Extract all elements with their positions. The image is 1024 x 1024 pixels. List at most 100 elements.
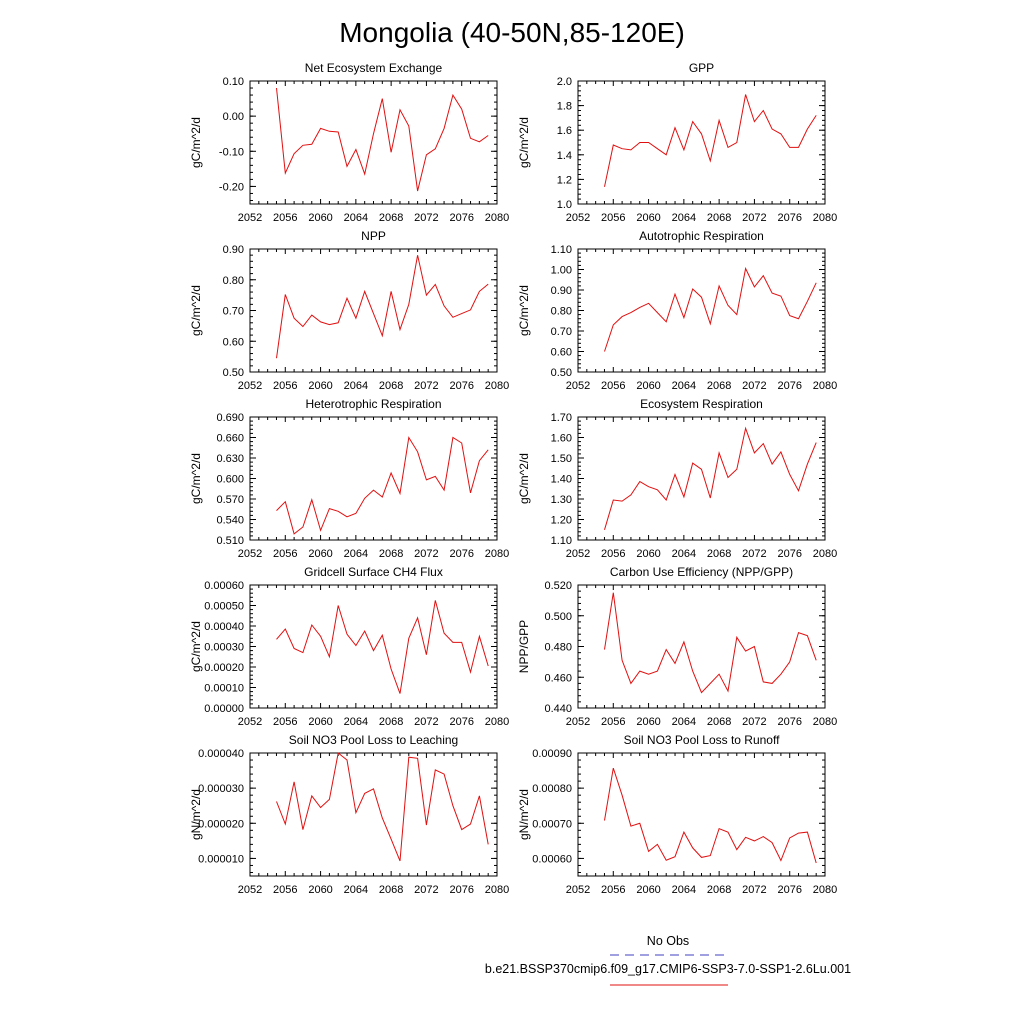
x-tick-label: 2080 (485, 716, 509, 728)
x-tick-label: 2068 (707, 716, 731, 728)
series-line (604, 94, 817, 187)
x-tick-label: 2056 (273, 212, 297, 224)
x-tick-label: 2056 (601, 716, 625, 728)
y-tick-label: 0.540 (216, 515, 244, 527)
x-tick-label: 2072 (414, 380, 438, 392)
x-tick-label: 2064 (672, 380, 696, 392)
series-line (604, 592, 817, 694)
x-tick-label: 2064 (672, 212, 696, 224)
x-tick-label: 2052 (238, 380, 262, 392)
x-tick-label: 2080 (485, 380, 509, 392)
y-tick-label: 1.40 (551, 474, 572, 486)
y-tick-label: 0.50 (223, 367, 244, 379)
y-axis-label: gN/m^2/d (517, 789, 531, 840)
x-tick-label: 2060 (308, 548, 332, 560)
y-tick-label: 0.600 (216, 474, 244, 486)
panel-8: Soil NO3 Pool Loss to Leaching 2052 2056 20… (189, 733, 509, 896)
x-tick-label: 2068 (379, 212, 403, 224)
x-tick-label: 2080 (813, 380, 837, 392)
x-tick-label: 2080 (485, 212, 509, 224)
x-tick-label: 2076 (449, 380, 473, 392)
panel-7: Carbon Use Efficiency (NPP/GPP) 2052 2056 2… (517, 565, 837, 728)
x-tick-label: 2060 (636, 380, 660, 392)
y-tick-label: -0.10 (219, 146, 244, 158)
x-tick-label: 2052 (238, 548, 262, 560)
plot-frame (577, 248, 826, 373)
panel-2: NPP 2052 2056 2060 2064 2068 2072 2076 2080 0.50 0… (189, 229, 509, 392)
x-tick-label: 2068 (379, 548, 403, 560)
series-line (276, 752, 489, 862)
x-tick-label: 2056 (601, 548, 625, 560)
series-line (604, 266, 817, 352)
y-tick-label: 0.90 (551, 285, 572, 297)
y-axis-label: gN/m^2/d (189, 789, 203, 840)
x-tick-label: 2072 (742, 212, 766, 224)
x-tick-label: 2056 (601, 884, 625, 896)
legend-label-no-obs: No Obs (647, 934, 689, 948)
y-tick-label: 0.000020 (198, 818, 244, 830)
y-tick-label: 0.510 (216, 535, 244, 547)
x-tick-label: 2060 (636, 716, 660, 728)
x-tick-label: 2052 (566, 716, 590, 728)
y-tick-label: 1.0 (557, 199, 572, 211)
panel-title: Net Ecosystem Exchange (305, 61, 443, 75)
x-tick-label: 2056 (601, 380, 625, 392)
y-tick-label: 0.500 (544, 611, 572, 623)
x-tick-label: 2068 (707, 884, 731, 896)
y-tick-label: 0.000040 (198, 748, 244, 760)
x-tick-label: 2072 (742, 716, 766, 728)
x-tick-label: 2076 (777, 884, 801, 896)
y-axis-label: gC/m^2/d (517, 117, 531, 168)
panel-title: NPP (361, 229, 386, 243)
x-tick-label: 2072 (414, 716, 438, 728)
panel-4: Heterotrophic Respiration 2052 2056 2060 206… (189, 397, 509, 560)
y-tick-label: 1.00 (551, 265, 572, 277)
y-tick-label: 1.8 (557, 101, 572, 113)
y-tick-label: 1.20 (551, 515, 572, 527)
panel-title: Ecosystem Respiration (640, 397, 763, 411)
panel-3: Autotrophic Respiration 2052 2056 2060 2064 2… (517, 229, 837, 392)
y-tick-label: 0.80 (223, 275, 244, 287)
y-tick-label: -0.20 (219, 181, 244, 193)
x-tick-label: 2056 (273, 716, 297, 728)
y-tick-label: 0.460 (544, 672, 572, 684)
y-tick-label: 0.70 (223, 306, 244, 318)
x-tick-label: 2080 (813, 212, 837, 224)
x-tick-label: 2052 (238, 212, 262, 224)
y-tick-label: 0.50 (551, 367, 572, 379)
x-tick-label: 2080 (813, 884, 837, 896)
x-tick-label: 2064 (344, 380, 368, 392)
x-tick-label: 2056 (273, 884, 297, 896)
y-tick-label: 0.00050 (204, 601, 244, 613)
x-tick-label: 2072 (414, 884, 438, 896)
panel-title: Autotrophic Respiration (639, 229, 764, 243)
series-line (604, 426, 817, 530)
panel-title: Soil NO3 Pool Loss to Runoff (624, 733, 781, 747)
y-tick-label: 0.630 (216, 453, 244, 465)
y-tick-label: 0.660 (216, 433, 244, 445)
panel-5: Ecosystem Respiration 2052 2056 2060 2064 206… (517, 397, 837, 560)
x-tick-label: 2052 (566, 884, 590, 896)
y-axis-label: gC/m^2/d (189, 453, 203, 504)
x-tick-label: 2060 (636, 548, 660, 560)
x-tick-label: 2076 (449, 548, 473, 560)
x-tick-label: 2056 (273, 548, 297, 560)
y-axis-label: gC/m^2/d (517, 285, 531, 336)
panel-6: Gridcell Surface CH4 Flux 2052 2056 2060 206… (189, 565, 509, 728)
y-tick-label: 0.00030 (204, 642, 244, 654)
x-tick-label: 2052 (566, 380, 590, 392)
y-tick-label: 0.90 (223, 244, 244, 256)
x-tick-label: 2064 (672, 716, 696, 728)
x-tick-label: 2052 (566, 212, 590, 224)
panel-title: Heterotrophic Respiration (305, 397, 441, 411)
y-tick-label: 1.10 (551, 244, 572, 256)
x-tick-label: 2080 (813, 716, 837, 728)
x-tick-label: 2064 (344, 212, 368, 224)
y-tick-label: 0.570 (216, 494, 244, 506)
y-tick-label: 0.00020 (204, 662, 244, 674)
y-tick-label: 1.2 (557, 174, 572, 186)
panel-title: GPP (689, 61, 714, 75)
y-tick-label: 1.10 (551, 535, 572, 547)
x-tick-label: 2060 (308, 380, 332, 392)
x-tick-label: 2056 (601, 212, 625, 224)
